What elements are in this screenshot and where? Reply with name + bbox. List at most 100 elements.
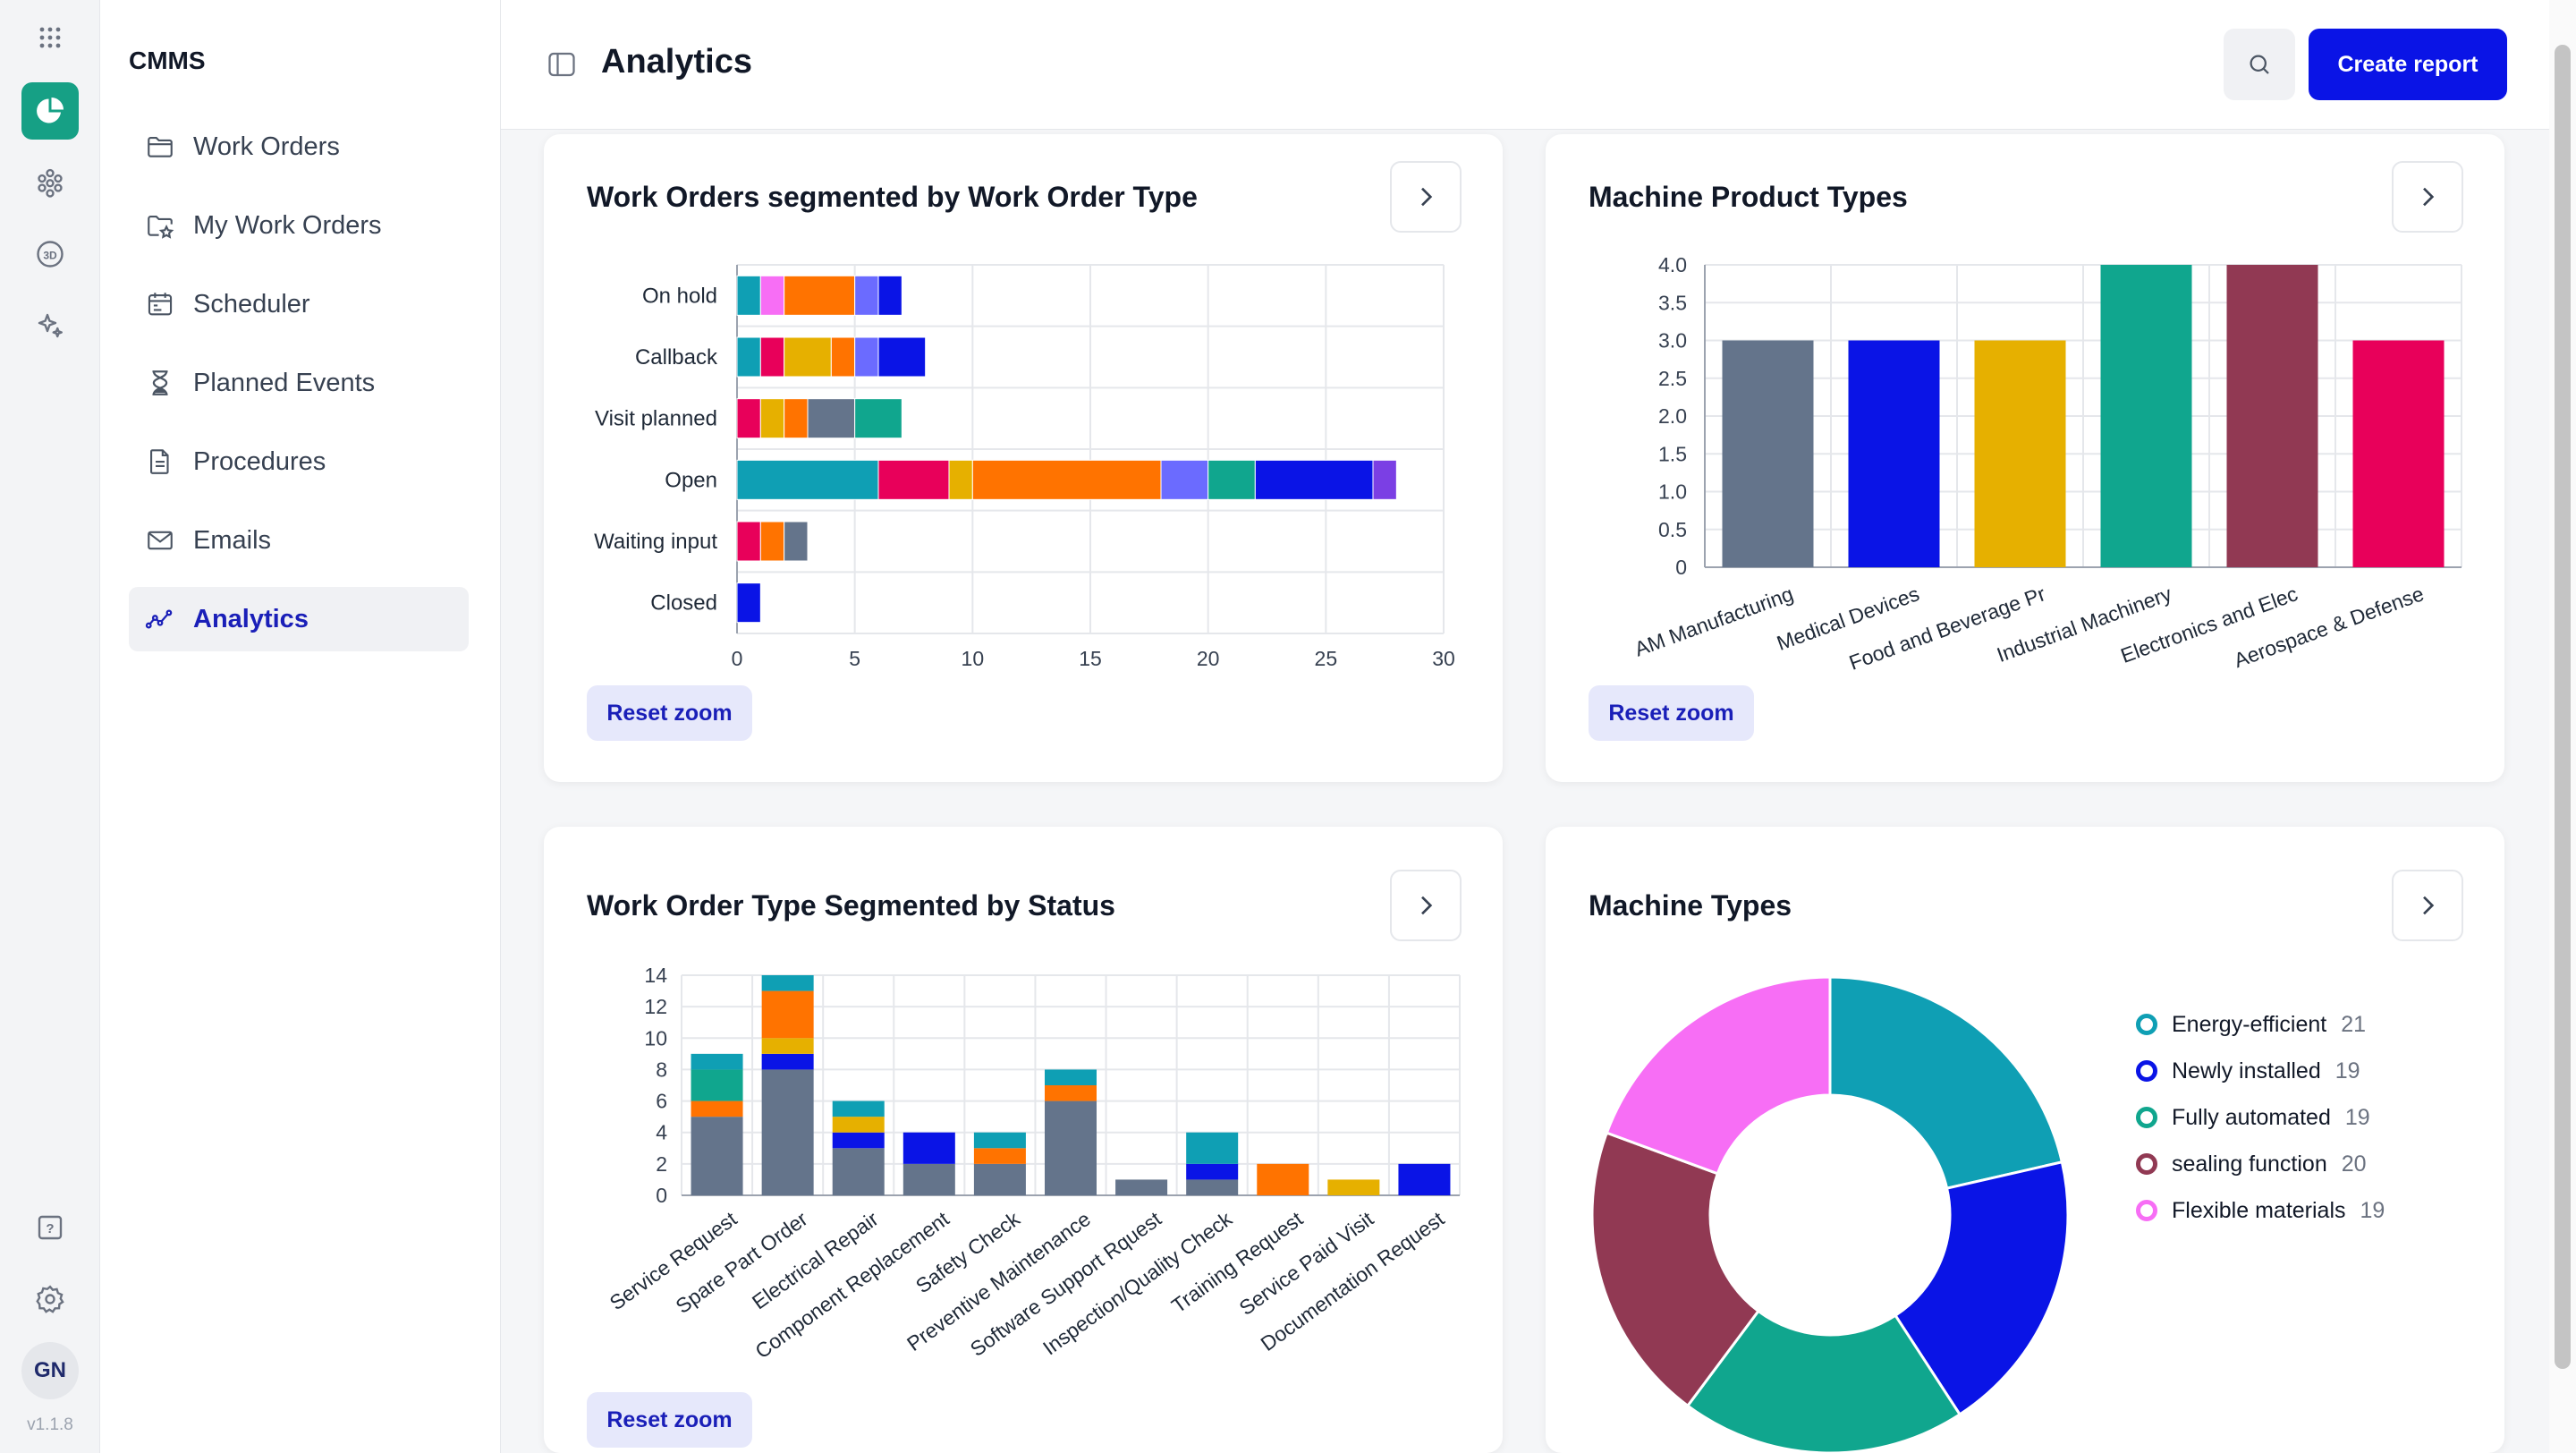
bar bbox=[1722, 340, 1814, 567]
bar-segment bbox=[759, 521, 785, 562]
apps-grid-icon[interactable] bbox=[21, 9, 79, 66]
legend-item[interactable]: Newly installed 19 bbox=[2136, 1048, 2385, 1094]
machine-product-chart[interactable]: 0 0.5 1.0 1.5 2.0 2.5 3.0 3.5 4.0 AM Manufacturin… bbox=[1546, 134, 2504, 671]
sidebar-item-analytics[interactable]: Analytics bbox=[129, 587, 469, 651]
bar-segment bbox=[830, 336, 856, 378]
brand-name: CMMS bbox=[129, 47, 206, 74]
y-tick-label: 4 bbox=[656, 1121, 667, 1144]
card-type-by-status: Work Order Type Segmented by Status 0 2 4 6… bbox=[544, 827, 1503, 1453]
legend-item[interactable]: sealing function 20 bbox=[2136, 1141, 2385, 1187]
bar-segment bbox=[759, 336, 785, 378]
bar-segment bbox=[832, 1100, 885, 1117]
x-tick-label: 0 bbox=[732, 647, 743, 670]
bar-segment bbox=[691, 1069, 743, 1101]
icon-rail: 3D ? GN v1.1.8 bbox=[0, 0, 100, 1453]
y-tick-label: 0 bbox=[656, 1184, 667, 1207]
bar-segment bbox=[1115, 1179, 1168, 1195]
legend-count: 21 bbox=[2341, 1011, 2367, 1037]
y-tick-label: Waiting input bbox=[594, 530, 717, 554]
sidebar-item-work-orders[interactable]: Work Orders bbox=[129, 115, 469, 179]
chevron-right-icon bbox=[2423, 896, 2435, 915]
chevron-right-icon bbox=[2423, 187, 2435, 207]
sidebar-item-label: Work Orders bbox=[193, 132, 340, 161]
bar-segment bbox=[784, 336, 832, 378]
open-card-button[interactable] bbox=[2392, 870, 2463, 941]
bar-segment bbox=[691, 1117, 743, 1195]
reset-zoom-button[interactable]: Reset zoom bbox=[1589, 685, 1754, 741]
y-tick-label: 2.0 bbox=[1658, 404, 1687, 428]
open-card-button[interactable] bbox=[1390, 161, 1462, 233]
y-tick-label: 4.0 bbox=[1658, 253, 1687, 276]
sidebar-toggle-icon[interactable] bbox=[546, 48, 578, 81]
bar-segment bbox=[761, 990, 814, 1039]
x-tick-label: Spare Part Order bbox=[672, 1207, 812, 1318]
open-card-button[interactable] bbox=[1390, 870, 1462, 941]
sidebar-item-my-work-orders[interactable]: My Work Orders bbox=[129, 193, 469, 258]
bar-segment bbox=[1254, 459, 1374, 500]
avatar[interactable]: GN bbox=[21, 1342, 79, 1399]
3d-view-icon[interactable]: 3D bbox=[21, 225, 79, 283]
y-tick-label: Closed bbox=[650, 591, 717, 616]
card-title: Work Order Type Segmented by Status bbox=[587, 889, 1115, 922]
analytics-pie-icon[interactable] bbox=[21, 82, 79, 140]
x-tick-label: 15 bbox=[1079, 647, 1102, 670]
legend-item[interactable]: Energy-efficient 21 bbox=[2136, 1001, 2385, 1048]
pie-slice bbox=[1685, 1309, 1962, 1453]
legend-item[interactable]: Fully automated 19 bbox=[2136, 1094, 2385, 1141]
bar-segment bbox=[784, 398, 809, 439]
page-scrollbar-thumb[interactable] bbox=[2555, 45, 2571, 1369]
card-machine-product-types: Machine Product Types 0 0.5 1.0 1.5 2.0 2.5 3.… bbox=[1546, 134, 2504, 782]
y-tick-label: 0 bbox=[1675, 556, 1687, 579]
wo-by-type-chart[interactable]: 0 5 10 15 20 25 30 On hold Callback Visit planned… bbox=[544, 134, 1503, 671]
legend-label: Newly installed bbox=[2172, 1058, 2321, 1083]
reset-zoom-button[interactable]: Reset zoom bbox=[587, 1392, 752, 1448]
pie-slice bbox=[1894, 1160, 2070, 1417]
x-tick-label: 5 bbox=[849, 647, 860, 670]
search-button[interactable] bbox=[2224, 29, 2295, 100]
legend-marker bbox=[2136, 1014, 2157, 1035]
sidebar-item-planned-events[interactable]: Planned Events bbox=[129, 351, 469, 415]
modules-icon[interactable] bbox=[21, 154, 79, 211]
bar-segment bbox=[736, 336, 761, 378]
bar-segment bbox=[1372, 459, 1397, 500]
y-tick-label: Open bbox=[665, 468, 717, 492]
legend-count: 19 bbox=[2360, 1197, 2385, 1223]
chart-legend: Energy-efficient 21 Newly installed 19 Fully… bbox=[2136, 1001, 2385, 1234]
search-icon bbox=[2250, 55, 2269, 74]
help-icon[interactable]: ? bbox=[21, 1199, 79, 1256]
sparkle-ai-icon[interactable] bbox=[21, 297, 79, 354]
bar bbox=[2100, 265, 2192, 567]
bar-segment bbox=[736, 398, 761, 439]
settings-icon[interactable] bbox=[21, 1270, 79, 1328]
bar-segment bbox=[902, 1163, 955, 1195]
sidebar-item-scheduler[interactable]: Scheduler bbox=[129, 272, 469, 336]
machine-types-donut[interactable] bbox=[1546, 827, 2100, 1453]
x-tick-label: 25 bbox=[1315, 647, 1338, 670]
x-tick-label: 20 bbox=[1197, 647, 1220, 670]
hourglass-icon bbox=[145, 368, 175, 398]
open-card-button[interactable] bbox=[2392, 161, 2463, 233]
y-tick-label: 12 bbox=[644, 995, 667, 1018]
reset-zoom-button[interactable]: Reset zoom bbox=[587, 685, 752, 741]
nav-sidebar: CMMS Work Orders My Work Orders Schedule… bbox=[100, 0, 501, 1453]
app-version: v1.1.8 bbox=[27, 1415, 73, 1434]
y-tick-label: On hold bbox=[642, 284, 717, 308]
legend-item[interactable]: Flexible materials 19 bbox=[2136, 1187, 2385, 1234]
bar-segment bbox=[877, 275, 902, 316]
sidebar-item-emails[interactable]: Emails bbox=[129, 508, 469, 573]
sidebar-item-procedures[interactable]: Procedures bbox=[129, 429, 469, 494]
bar-segment bbox=[973, 1148, 1026, 1164]
bar-segment bbox=[1045, 1100, 1097, 1195]
bar-segment bbox=[1186, 1132, 1239, 1164]
calendar-icon bbox=[145, 289, 175, 319]
chevron-right-icon bbox=[1421, 187, 1433, 207]
create-report-button[interactable]: Create report bbox=[2309, 29, 2507, 100]
bar-segment bbox=[784, 521, 809, 562]
y-tick-label: Callback bbox=[635, 345, 718, 370]
y-tick-label: 0.5 bbox=[1658, 518, 1687, 541]
y-tick-label: 3.5 bbox=[1658, 291, 1687, 314]
bar-segment bbox=[761, 1038, 814, 1054]
bar-segment bbox=[1327, 1179, 1380, 1195]
bar bbox=[2226, 265, 2318, 567]
